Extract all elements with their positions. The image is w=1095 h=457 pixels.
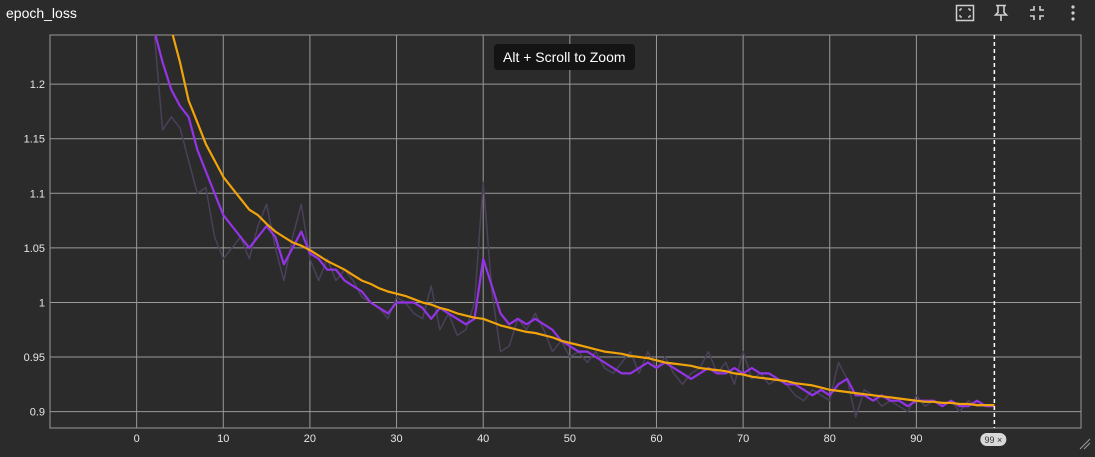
plot-frame: [49, 34, 1082, 429]
zoom-hint-tooltip: Alt + Scroll to Zoom: [494, 44, 635, 70]
y-tick-label: 0.9: [30, 407, 45, 419]
y-tick-label: 0.95: [24, 352, 45, 364]
x-tick-label: 40: [477, 433, 489, 445]
smoothed-loss-line: [171, 35, 995, 407]
pin-icon: [993, 4, 1009, 21]
y-tick-label: 1: [39, 297, 45, 309]
resize-grip-icon: [1079, 438, 1091, 450]
hover-step-label: 99 ×: [984, 435, 1002, 445]
collapse-button[interactable]: [1023, 3, 1051, 23]
collapse-icon: [1030, 6, 1044, 20]
hover-overlay: 99 ×: [980, 35, 1091, 450]
x-tick-label: 0: [134, 433, 140, 445]
hover-step-badge: [980, 433, 1007, 446]
more-options-button[interactable]: [1059, 3, 1087, 23]
y-tick-label: 1.2: [30, 79, 45, 91]
series-lines: [153, 35, 995, 418]
y-tick-label: 1.15: [24, 134, 45, 146]
grid: [49, 34, 1082, 429]
x-tick-label: 50: [564, 433, 576, 445]
fit-to-data-icon: [955, 4, 975, 22]
chart-title: epoch_loss: [6, 5, 77, 21]
loss-line: [154, 35, 995, 408]
x-tick-label: 90: [910, 433, 922, 445]
x-tick-label: 30: [390, 433, 402, 445]
y-tick-label: 1.05: [24, 243, 45, 255]
tick-labels: 0 10 20 30 40 50 60 70 80 90 0.9 0.95 1 1.05 1.1 1.15 1.…: [24, 79, 923, 445]
x-tick-label: 60: [650, 433, 662, 445]
fit-to-data-button[interactable]: [951, 3, 979, 23]
y-tick-label: 1.1: [30, 188, 45, 200]
more-vert-icon: [1071, 5, 1075, 21]
x-tick-label: 20: [304, 433, 316, 445]
x-tick-label: 10: [217, 433, 229, 445]
chart-toolbar: [951, 3, 1087, 23]
pin-button[interactable]: [987, 3, 1015, 23]
x-tick-label: 70: [737, 433, 749, 445]
x-tick-label: 80: [824, 433, 836, 445]
